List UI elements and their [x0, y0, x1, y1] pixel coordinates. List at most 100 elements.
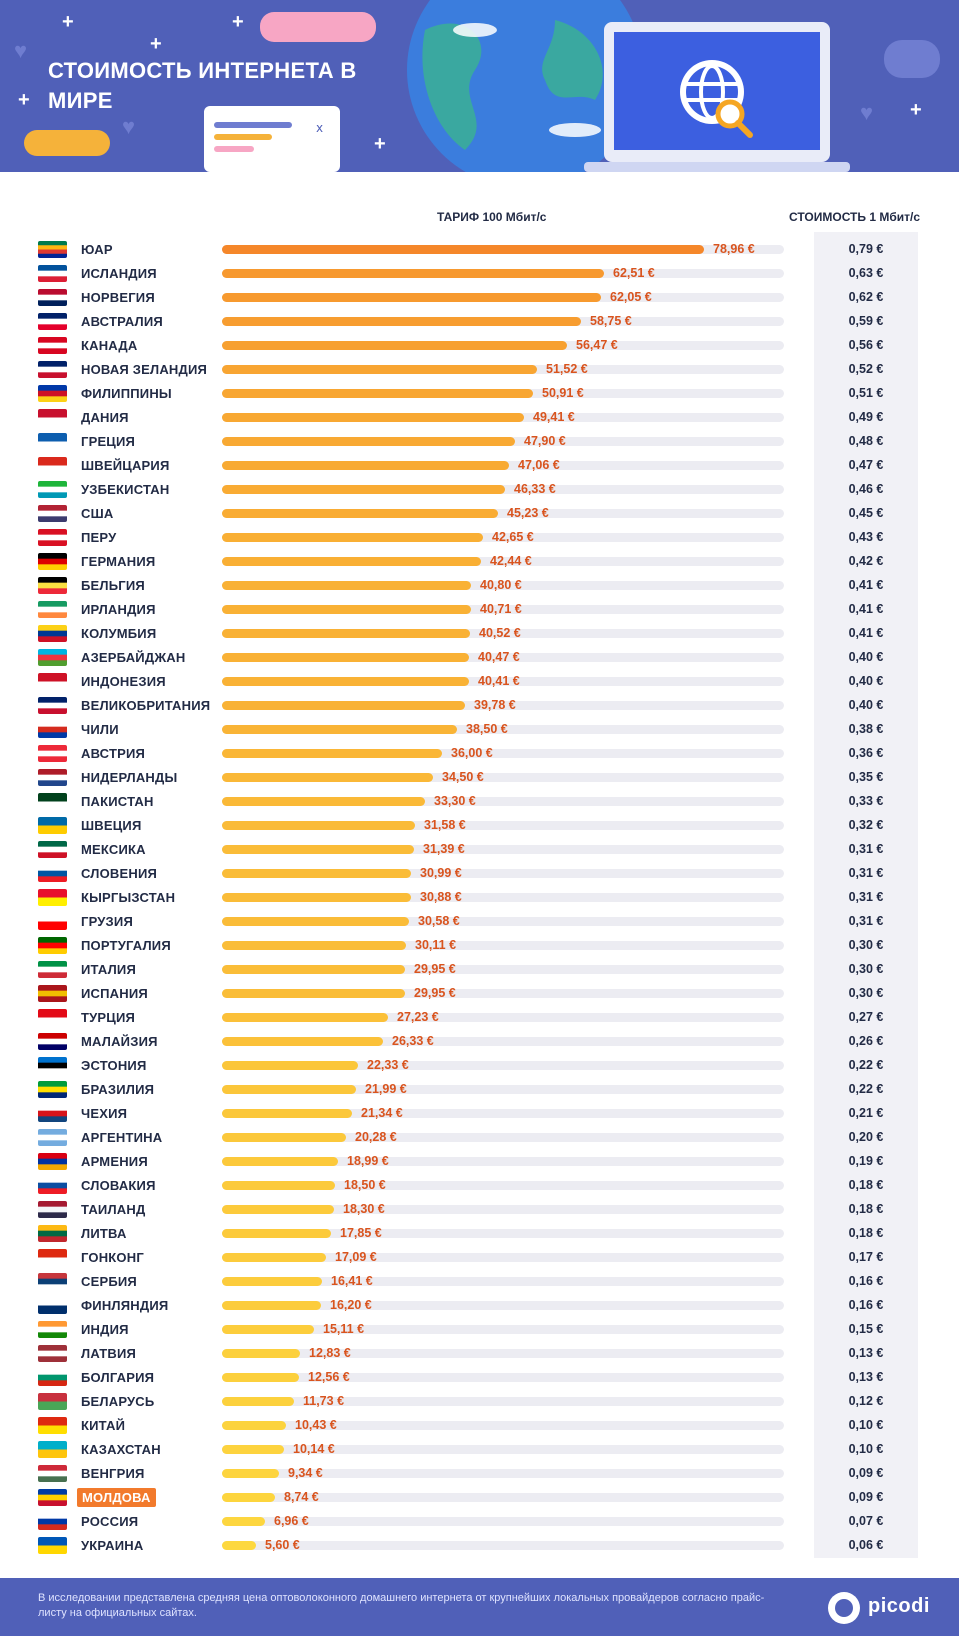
country-label: ГРУЗИЯ — [81, 914, 133, 929]
plus-icon: + — [18, 89, 30, 111]
tariff-bar — [222, 1109, 352, 1118]
country-label: НИДЕРЛАНДЫ — [81, 770, 178, 785]
unit-cost-value: 0,07 € — [848, 1514, 884, 1528]
tariff-bar — [222, 1085, 356, 1094]
country-flag-icon — [38, 1129, 67, 1146]
unit-cost-value: 0,46 € — [848, 482, 884, 496]
country-flag-icon — [38, 505, 67, 522]
tariff-value-label: 40,71 € — [480, 602, 522, 616]
tariff-value-label: 29,95 € — [414, 962, 456, 976]
country-flag-icon — [38, 1081, 67, 1098]
country-flag-icon — [38, 1297, 67, 1314]
table-row: ИСЛАНДИЯ 62,51 € 0,63 € — [0, 261, 959, 285]
unit-cost-value: 0,06 € — [848, 1538, 884, 1552]
table-row: РОССИЯ 6,96 € 0,07 € — [0, 1509, 959, 1533]
country-label: ИСЛАНДИЯ — [81, 266, 157, 281]
tariff-bar — [222, 989, 405, 998]
unit-cost-value: 0,19 € — [848, 1154, 884, 1168]
tariff-value-label: 18,30 € — [343, 1202, 385, 1216]
tariff-bar — [222, 941, 406, 950]
country-label: МАЛАЙЗИЯ — [81, 1034, 158, 1049]
tariff-value-label: 56,47 € — [576, 338, 618, 352]
table-row: БЕЛАРУСЬ 11,73 € 0,12 € — [0, 1389, 959, 1413]
picodi-logo-text: picodi — [868, 1595, 930, 1617]
country-flag-icon — [38, 1537, 67, 1554]
tariff-value-label: 36,00 € — [451, 746, 493, 760]
footer-note: В исследовании представлена средняя цена… — [38, 1592, 765, 1619]
tariff-value-label: 47,90 € — [524, 434, 566, 448]
country-label: МОЛДОВА — [77, 1488, 156, 1507]
unit-cost-value: 0,79 € — [848, 242, 884, 256]
unit-cost-value: 0,31 € — [848, 842, 884, 856]
country-label: ПАКИСТАН — [81, 794, 154, 809]
tariff-bar — [222, 893, 411, 902]
tariff-value-label: 16,41 € — [331, 1274, 373, 1288]
tariff-value-label: 26,33 € — [392, 1034, 434, 1048]
country-flag-icon — [38, 769, 67, 786]
country-label: ПОРТУГАЛИЯ — [81, 938, 171, 953]
plus-icon: + — [910, 99, 922, 121]
country-label: КАЗАХСТАН — [81, 1442, 161, 1457]
country-flag-icon — [38, 1201, 67, 1218]
tariff-value-label: 30,11 € — [415, 938, 457, 952]
country-label: ФИЛИППИНЫ — [81, 386, 172, 401]
unit-cost-value: 0,09 € — [848, 1466, 884, 1480]
table-row: АРГЕНТИНА 20,28 € 0,20 € — [0, 1125, 959, 1149]
table-row: КАЗАХСТАН 10,14 € 0,10 € — [0, 1437, 959, 1461]
unit-cost-value: 0,62 € — [848, 290, 884, 304]
country-flag-icon — [38, 1153, 67, 1170]
tariff-value-label: 51,52 € — [546, 362, 588, 376]
country-flag-icon — [38, 1225, 67, 1242]
plus-icon: + — [62, 11, 74, 33]
table-row: ЭСТОНИЯ 22,33 € 0,22 € — [0, 1053, 959, 1077]
tariff-value-label: 10,43 € — [295, 1418, 337, 1432]
table-row: ТУРЦИЯ 27,23 € 0,27 € — [0, 1005, 959, 1029]
unit-cost-value: 0,40 € — [848, 650, 884, 664]
unit-cost-value: 0,10 € — [848, 1442, 884, 1456]
country-label: ВЕНГРИЯ — [81, 1466, 145, 1481]
bar-track — [222, 1205, 784, 1214]
bar-track — [222, 1421, 784, 1430]
unit-cost-value: 0,40 € — [848, 674, 884, 688]
country-label: АРМЕНИЯ — [81, 1154, 148, 1169]
unit-cost-value: 0,33 € — [848, 794, 884, 808]
country-flag-icon — [38, 937, 67, 954]
bar-track — [222, 1133, 784, 1142]
bar-track — [222, 1517, 784, 1526]
table-row: УКРАИНА 5,60 € 0,06 € — [0, 1533, 959, 1557]
bar-track — [222, 629, 784, 638]
table-row: АВСТРАЛИЯ 58,75 € 0,59 € — [0, 309, 959, 333]
country-label: КИТАЙ — [81, 1418, 126, 1433]
tariff-value-label: 12,56 € — [308, 1370, 350, 1384]
tariff-bar — [222, 1541, 256, 1550]
table-row: ГОНКОНГ 17,09 € 0,17 € — [0, 1245, 959, 1269]
unit-cost-value: 0,30 € — [848, 962, 884, 976]
country-label: НОРВЕГИЯ — [81, 290, 155, 305]
table-row: БРАЗИЛИЯ 21,99 € 0,22 € — [0, 1077, 959, 1101]
heart-icon: ♥ — [14, 38, 28, 63]
table-row: КАНАДА 56,47 € 0,56 € — [0, 333, 959, 357]
unit-cost-value: 0,22 € — [848, 1058, 884, 1072]
tariff-value-label: 12,83 € — [309, 1346, 351, 1360]
unit-cost-value: 0,40 € — [848, 698, 884, 712]
country-flag-icon — [38, 817, 67, 834]
country-flag-icon — [38, 841, 67, 858]
bar-track — [222, 533, 784, 542]
country-label: УКРАИНА — [81, 1538, 144, 1553]
bar-track — [222, 725, 784, 734]
bar-track — [222, 1037, 784, 1046]
tariff-bar — [222, 293, 601, 302]
tariff-bar — [222, 269, 604, 278]
unit-cost-value: 0,31 € — [848, 866, 884, 880]
country-flag-icon — [38, 1417, 67, 1434]
table-row: ЛИТВА 17,85 € 0,18 € — [0, 1221, 959, 1245]
tariff-value-label: 18,50 € — [344, 1178, 386, 1192]
tariff-bar — [222, 1517, 265, 1526]
unit-cost-value: 0,42 € — [848, 554, 884, 568]
table-row: УЗБЕКИСТАН 46,33 € 0,46 € — [0, 477, 959, 501]
bar-track — [222, 1181, 784, 1190]
country-label: КОЛУМБИЯ — [81, 626, 157, 641]
tariff-value-label: 17,85 € — [340, 1226, 382, 1240]
country-label: ТАИЛАНД — [81, 1202, 146, 1217]
table-row: ВЕЛИКОБРИТАНИЯ 39,78 € 0,40 € — [0, 693, 959, 717]
